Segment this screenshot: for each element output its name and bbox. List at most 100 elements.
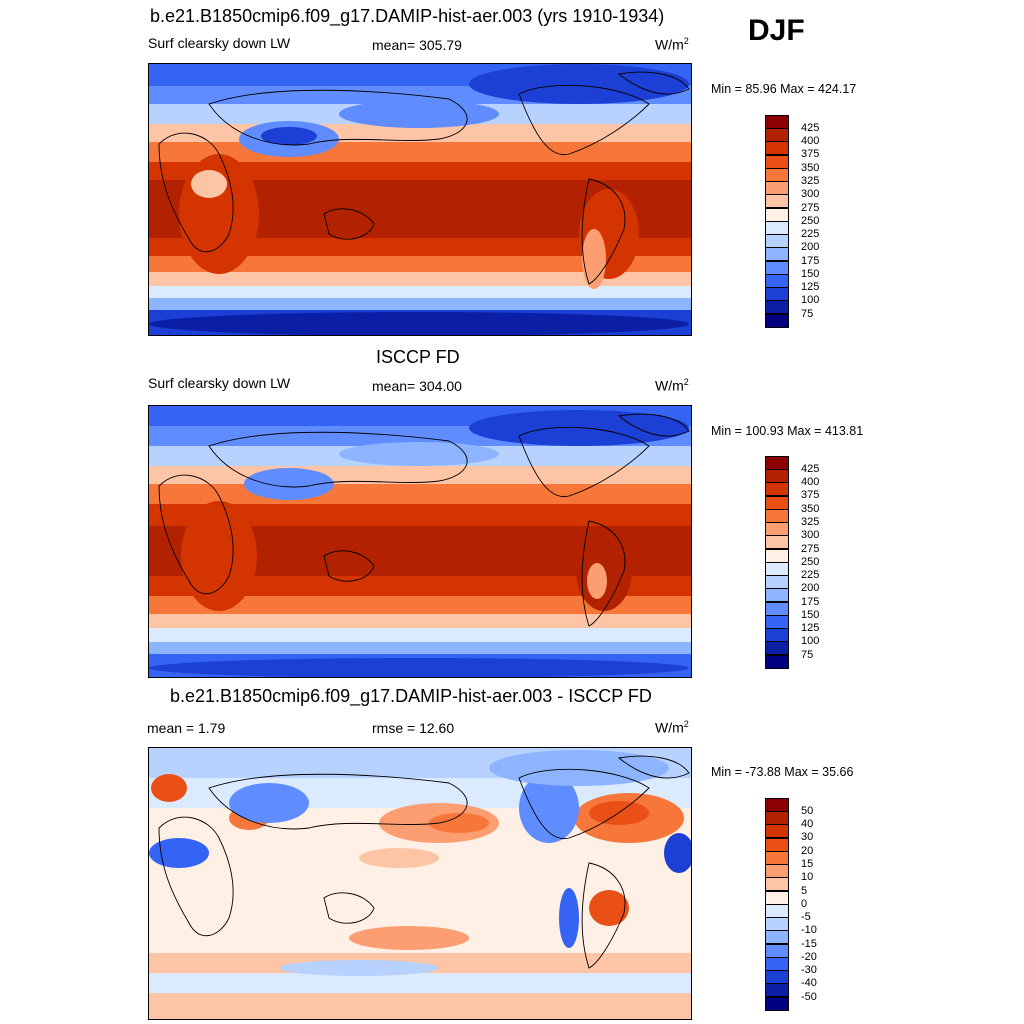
colorbar-box: [765, 234, 789, 248]
colorbar-box: [765, 456, 789, 470]
panel-1-units-exp: 2: [683, 36, 689, 46]
colorbar-box: [765, 208, 789, 222]
panel-1-colorbar: 425 400 375 350 325 300 275 250 225 200 …: [765, 115, 825, 330]
panel-1-units: W/m2: [655, 36, 689, 53]
colorbar-label: 250: [801, 556, 820, 568]
colorbar-label: 275: [801, 202, 820, 214]
colorbar-box: [765, 575, 789, 589]
colorbar-label: 5: [801, 885, 808, 897]
colorbar-box: [765, 194, 789, 208]
colorbar-label: 425: [801, 122, 820, 134]
colorbar-box: [765, 970, 789, 984]
panel-1-mean-label: mean= 305.79: [372, 37, 462, 53]
colorbar-box: [765, 300, 789, 314]
colorbar-box: [765, 588, 789, 602]
colorbar-label: 250: [801, 215, 820, 227]
colorbar-label: 20: [801, 845, 814, 857]
panel-3-mean-label: mean = 1.79: [147, 720, 226, 736]
colorbar-label: 175: [801, 596, 820, 608]
colorbar-box: [765, 811, 789, 825]
panel-3-units-base: W/m: [655, 719, 684, 736]
colorbar-label: 375: [801, 489, 820, 501]
colorbar-box: [765, 181, 789, 195]
colorbar-label: 125: [801, 281, 820, 293]
colorbar-box: [765, 549, 789, 563]
colorbar-box: [765, 314, 789, 328]
colorbar-box: [765, 930, 789, 944]
panel-2-colorbar: 425 400 375 350 325 300 275 250 225 200 …: [765, 456, 825, 671]
panel-1-variable-label: Surf clearsky down LW: [148, 35, 291, 51]
colorbar-label: 100: [801, 635, 820, 647]
panel-2-mean-label: mean= 304.00: [372, 378, 462, 394]
colorbar-label: 150: [801, 268, 820, 280]
colorbar-box: [765, 274, 789, 288]
panel-3-title: b.e21.B1850cmip6.f09_g17.DAMIP-hist-aer.…: [170, 686, 652, 706]
colorbar-box: [765, 851, 789, 865]
colorbar-label: 425: [801, 463, 820, 475]
season-label: DJF: [748, 14, 805, 47]
panel-1-title: b.e21.B1850cmip6.f09_g17.DAMIP-hist-aer.…: [150, 6, 665, 26]
colorbar-label: 325: [801, 175, 820, 187]
colorbar-box: [765, 877, 789, 891]
panel-2-units-base: W/m: [655, 377, 684, 394]
colorbar-box: [765, 891, 789, 905]
colorbar-label: -5: [801, 911, 811, 923]
colorbar-label: 100: [801, 294, 820, 306]
colorbar-label: -50: [801, 991, 817, 1003]
colorbar-label: 350: [801, 503, 820, 515]
colorbar-box: [765, 864, 789, 878]
colorbar-box: [765, 824, 789, 838]
colorbar-label: 400: [801, 135, 820, 147]
colorbar-label: 75: [801, 649, 814, 661]
panel-3-units-exp: 2: [683, 719, 689, 729]
panel-3-map: [148, 747, 692, 1020]
panel-1-units-base: W/m: [655, 36, 684, 53]
colorbar-label: 125: [801, 622, 820, 634]
colorbar-label: 10: [801, 871, 814, 883]
colorbar-label: 30: [801, 831, 814, 843]
colorbar-label: -10: [801, 924, 817, 936]
colorbar-box: [765, 482, 789, 496]
colorbar-label: 50: [801, 805, 814, 817]
colorbar-box: [765, 628, 789, 642]
colorbar-label: 200: [801, 241, 820, 253]
colorbar-box: [765, 798, 789, 812]
colorbar-label: 325: [801, 516, 820, 528]
colorbar-box: [765, 522, 789, 536]
colorbar-box: [765, 615, 789, 629]
colorbar-label: 15: [801, 858, 814, 870]
panel-2-minmax: Min = 100.93 Max = 413.81: [711, 424, 864, 438]
colorbar-label: 225: [801, 228, 820, 240]
colorbar-box: [765, 128, 789, 142]
colorbar-label: 200: [801, 582, 820, 594]
colorbar-box: [765, 247, 789, 261]
colorbar-box: [765, 641, 789, 655]
panel-1-map-svg: [149, 64, 691, 335]
colorbar-label: 0: [801, 898, 808, 910]
colorbar-label: 350: [801, 162, 820, 174]
panel-2-units-exp: 2: [683, 377, 689, 387]
colorbar-box: [765, 997, 789, 1011]
colorbar-label: 275: [801, 543, 820, 555]
colorbar-box: [765, 602, 789, 616]
panel-2-title: ISCCP FD: [376, 347, 460, 367]
panel-2-units: W/m2: [655, 377, 689, 394]
colorbar-label: 300: [801, 529, 820, 541]
colorbar-box: [765, 261, 789, 275]
panel-1-map: [148, 63, 692, 336]
colorbar-box: [765, 944, 789, 958]
colorbar-box: [765, 155, 789, 169]
colorbar-label: 75: [801, 308, 814, 320]
colorbar-label: 375: [801, 148, 820, 160]
panel-3-units: W/m2: [655, 719, 689, 736]
panel-2-variable-label: Surf clearsky down LW: [148, 375, 291, 391]
colorbar-label: -20: [801, 951, 817, 963]
colorbar-label: 300: [801, 188, 820, 200]
colorbar-label: 225: [801, 569, 820, 581]
colorbar-box: [765, 496, 789, 510]
colorbar-box: [765, 509, 789, 523]
panel-3-map-svg: [149, 748, 691, 1019]
colorbar-box: [765, 957, 789, 971]
panel-1-minmax: Min = 85.96 Max = 424.17: [711, 82, 857, 96]
colorbar-label: -30: [801, 964, 817, 976]
